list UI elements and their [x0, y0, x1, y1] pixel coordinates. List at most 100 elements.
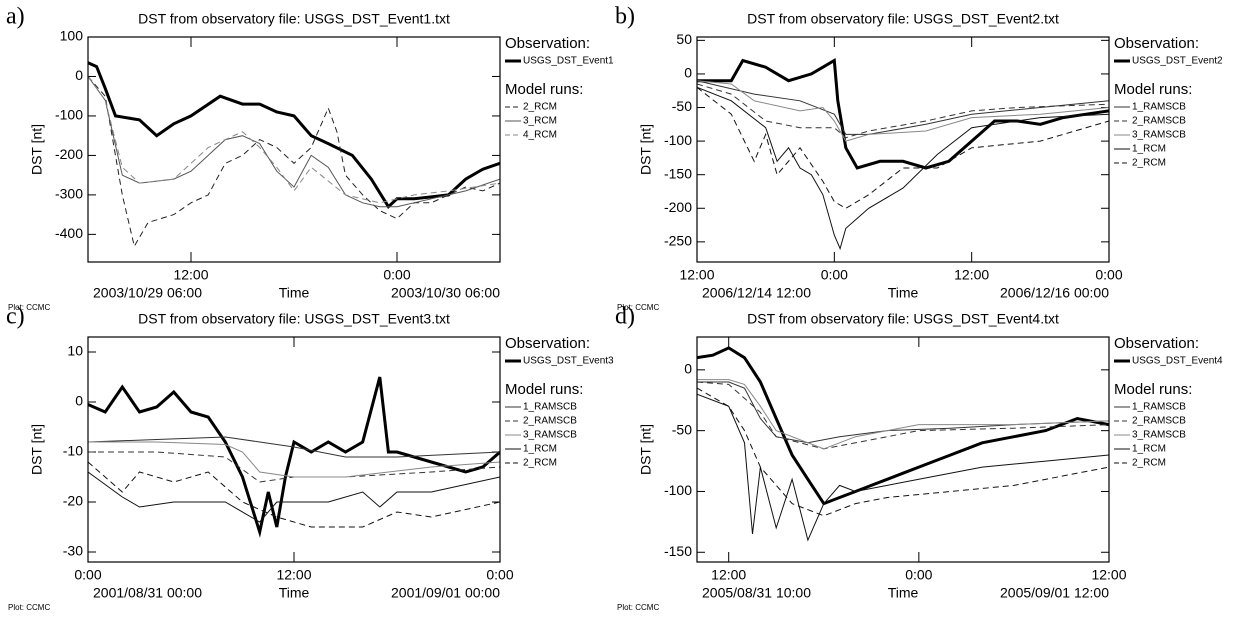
legend-entry: USGS_DST_Event1: [523, 56, 614, 67]
x-tick-label: 12:00: [711, 567, 746, 583]
data-line: [697, 80, 1109, 142]
data-line: [88, 461, 500, 528]
x-axis-label: Time: [888, 585, 919, 601]
x-axis-label: Time: [279, 285, 310, 301]
data-line: [697, 387, 1109, 517]
y-axis-label: DST [nt]: [29, 124, 45, 175]
panel-label: c): [6, 304, 25, 330]
footer: Plot: CCMC: [617, 603, 659, 612]
panel-label: b): [615, 4, 635, 30]
end-date: 2005/09/01 12:00: [1000, 585, 1109, 601]
x-tick-label: 0:00: [905, 567, 932, 583]
data-line: [88, 76, 500, 208]
data-line: [88, 441, 500, 478]
legend-entry: USGS_DST_Event2: [1132, 56, 1223, 67]
panel-label: a): [6, 4, 25, 30]
legend-heading: Observation:: [1114, 35, 1199, 52]
data-line: [697, 379, 1109, 450]
legend-entry: USGS_DST_Event3: [523, 356, 614, 367]
legend-entry: 3_RCM: [523, 116, 557, 127]
data-line: [88, 76, 500, 248]
data-line: [697, 83, 1109, 139]
legend-entry: 2_RAMSCB: [1132, 416, 1186, 427]
x-tick-label: 0:00: [486, 567, 513, 583]
plot-frame: [696, 36, 1110, 263]
x-tick-label: 12:00: [1091, 567, 1126, 583]
end-date: 2001/09/01 00:00: [391, 585, 500, 601]
footer: Plot: CCMC: [617, 303, 659, 312]
y-tick-label: 10: [67, 343, 83, 359]
chart-title: DST from observatory file: USGS_DST_Even…: [138, 311, 450, 327]
start-date: 2006/12/14 12:00: [702, 285, 811, 301]
y-tick-label: 100: [60, 28, 84, 44]
legend-heading: Observation:: [505, 35, 590, 52]
y-tick-label: 0: [75, 393, 83, 409]
plot-frame: [696, 336, 1110, 563]
data-line: [697, 80, 1109, 135]
y-tick-label: -30: [63, 543, 83, 559]
legend-entry: 3_RAMSCB: [1132, 430, 1186, 441]
legend-entry: 1_RCM: [523, 444, 557, 455]
chart-title: DST from observatory file: USGS_DST_Even…: [747, 11, 1059, 27]
legend-entry: 2_RCM: [523, 102, 557, 113]
y-tick-label: -250: [664, 233, 692, 249]
y-tick-label: -50: [672, 421, 692, 437]
y-tick-label: -150: [664, 543, 692, 559]
legend-entry: USGS_DST_Event4: [1132, 356, 1223, 367]
y-axis-label: DST [nt]: [638, 424, 654, 475]
legend-heading: Observation:: [1114, 335, 1199, 352]
legend-entry: 2_RAMSCB: [523, 416, 577, 427]
x-tick-label: 12:00: [679, 267, 714, 283]
chart-title: DST from observatory file: USGS_DST_Even…: [747, 311, 1059, 327]
footer: Plot: CCMC: [8, 303, 50, 312]
y-axis-label: DST [nt]: [638, 124, 654, 175]
panel-label: d): [615, 304, 635, 330]
y-tick-label: -100: [664, 132, 692, 148]
legend-entry: 1_RAMSCB: [1132, 102, 1186, 113]
y-tick-label: -50: [672, 98, 692, 114]
legend-entry: 1_RAMSCB: [523, 402, 577, 413]
x-tick-label: 0:00: [1095, 267, 1122, 283]
y-tick-label: -150: [664, 165, 692, 181]
x-tick-label: 12:00: [173, 267, 208, 283]
legend-heading: Model runs:: [505, 381, 583, 398]
legend-entry: 3_RAMSCB: [523, 430, 577, 441]
y-tick-label: 0: [684, 361, 692, 377]
data-line: [88, 451, 500, 483]
plot-frame: [87, 336, 501, 563]
x-tick-label: 12:00: [276, 567, 311, 583]
start-date: 2001/08/31 00:00: [93, 585, 202, 601]
y-tick-label: -10: [63, 443, 83, 459]
y-tick-label: -20: [63, 493, 83, 509]
legend-entry: 1_RAMSCB: [1132, 402, 1186, 413]
data-line: [88, 61, 500, 210]
data-line: [88, 436, 500, 458]
y-tick-label: -100: [55, 107, 83, 123]
y-axis-label: DST [nt]: [29, 424, 45, 475]
data-line: [697, 58, 1109, 170]
data-line: [697, 87, 1109, 209]
legend-entry: 1_RCM: [1132, 144, 1166, 155]
legend-entry: 2_RAMSCB: [1132, 116, 1186, 127]
x-tick-label: 0:00: [383, 267, 410, 283]
y-tick-label: -200: [55, 146, 83, 162]
x-tick-label: 0:00: [821, 267, 848, 283]
chart-title: DST from observatory file: USGS_DST_Even…: [138, 11, 450, 27]
data-line: [88, 76, 500, 204]
data-line: [88, 471, 500, 523]
y-tick-label: -200: [664, 199, 692, 215]
legend-entry: 2_RCM: [523, 458, 557, 469]
legend-entry: 4_RCM: [523, 130, 557, 141]
x-tick-label: 12:00: [954, 267, 989, 283]
legend-heading: Model runs:: [505, 81, 583, 98]
x-tick-label: 0:00: [74, 567, 101, 583]
legend-entry: 1_RCM: [1132, 444, 1166, 455]
start-date: 2003/10/29 06:00: [93, 285, 202, 301]
end-date: 2006/12/16 00:00: [1000, 285, 1109, 301]
y-tick-label: -100: [664, 482, 692, 498]
data-line: [697, 393, 1109, 542]
legend-entry: 3_RAMSCB: [1132, 130, 1186, 141]
legend-heading: Observation:: [505, 335, 590, 352]
y-tick-label: -300: [55, 186, 83, 202]
y-tick-label: 50: [676, 31, 692, 47]
